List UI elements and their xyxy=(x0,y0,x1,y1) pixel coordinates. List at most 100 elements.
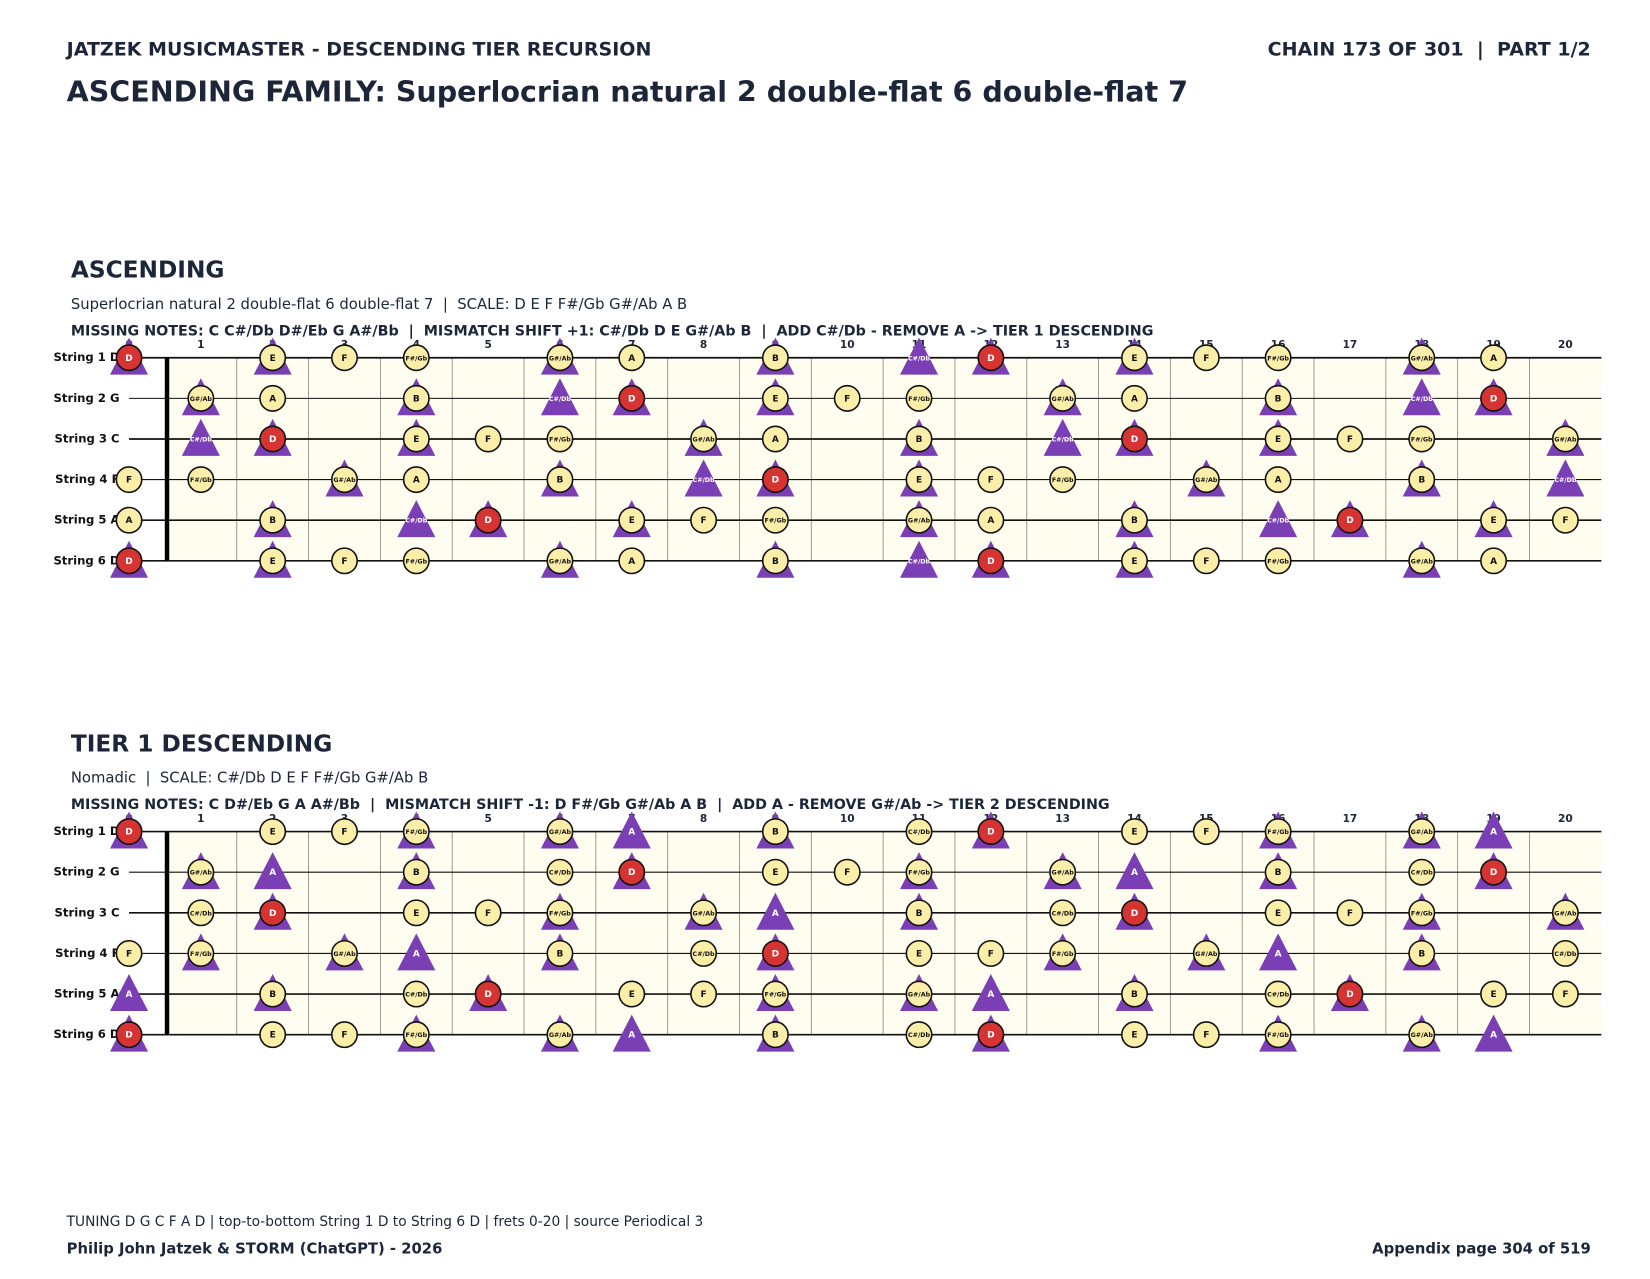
note-label: C#/Db xyxy=(1267,992,1290,999)
triangle-marker xyxy=(756,892,795,930)
note-circle xyxy=(402,899,430,927)
note-label: D xyxy=(772,476,779,486)
note-label: F xyxy=(701,516,707,526)
note-circle xyxy=(761,384,789,412)
note-circle xyxy=(331,818,358,846)
note-label: E xyxy=(1131,354,1137,364)
note-label: C#/Db xyxy=(908,558,931,565)
note-label: F xyxy=(341,354,347,364)
note-circle xyxy=(331,1021,358,1049)
note-circle xyxy=(1120,980,1148,1008)
note-label: F#/Gb xyxy=(405,355,427,362)
note-label: D xyxy=(1490,394,1497,404)
page-title: ASCENDING FAMILY: Superlocrian natural 2… xyxy=(67,74,1188,108)
root-note xyxy=(977,1021,1005,1049)
note-label: G#/Ab xyxy=(333,477,356,484)
note-label: G#/Ab xyxy=(549,355,572,362)
note-circle xyxy=(402,425,430,453)
string-label: String 3 C xyxy=(55,431,120,445)
note-label: G#/Ab xyxy=(1052,870,1075,877)
fret-number: 8 xyxy=(700,813,707,825)
root-note xyxy=(1336,506,1364,534)
string-label: String 3 C xyxy=(55,905,120,919)
triangle-marker xyxy=(397,933,436,971)
note-label: F#/Gb xyxy=(405,1032,427,1039)
note-label: B xyxy=(1131,516,1138,526)
note-label: A xyxy=(1490,1031,1497,1041)
note-label: F#/Gb xyxy=(1267,355,1289,362)
note-label: F xyxy=(126,476,132,486)
note-label: C#/Db xyxy=(190,436,213,443)
string-label: String 2 G xyxy=(54,391,120,405)
note-label: E xyxy=(413,435,419,445)
note-circle xyxy=(1049,384,1077,412)
note-label: D xyxy=(1131,435,1138,445)
note-label: F xyxy=(1203,354,1209,364)
string-label: String 1 D xyxy=(53,350,119,364)
note-label: F xyxy=(1347,435,1353,445)
header-left: JATZEK MUSICMASTER - DESCENDING TIER REC… xyxy=(65,38,652,60)
note-label: F xyxy=(844,868,850,878)
note-circle xyxy=(115,506,143,534)
note-circle xyxy=(761,506,789,534)
note-label: B xyxy=(557,476,564,486)
note-circle xyxy=(187,899,215,927)
note-label: G#/Ab xyxy=(1554,910,1577,917)
note-circle xyxy=(331,547,358,575)
triangle-marker xyxy=(1259,500,1298,538)
note-circle xyxy=(259,1021,287,1049)
note-circle xyxy=(1264,547,1292,575)
note-label: G#/Ab xyxy=(1411,1032,1434,1039)
note-label: F#/Gb xyxy=(1052,477,1074,484)
note-circle xyxy=(905,939,933,967)
root-note xyxy=(115,818,143,846)
note-label: E xyxy=(413,909,419,919)
note-circle xyxy=(546,939,574,967)
note-label: E xyxy=(1275,909,1281,919)
note-circle xyxy=(402,344,430,372)
note-circle xyxy=(761,818,789,846)
note-label: F xyxy=(341,828,347,838)
root-note xyxy=(474,980,502,1008)
note-circle xyxy=(618,547,646,575)
note-circle xyxy=(761,858,789,886)
triangle-marker xyxy=(540,378,579,416)
fret-number: 5 xyxy=(484,813,491,825)
note-label: D xyxy=(484,516,491,526)
note-label: G#/Ab xyxy=(1554,436,1577,443)
note-circle xyxy=(1408,858,1436,886)
note-label: A xyxy=(269,868,276,878)
note-circle xyxy=(905,899,933,927)
note-label: B xyxy=(557,949,564,959)
note-circle xyxy=(187,384,215,412)
note-circle xyxy=(1192,939,1220,967)
missing-line: MISSING NOTES: C D#/Eb G A A#/Bb | MISMA… xyxy=(71,797,1110,813)
note-label: F xyxy=(1562,990,1568,1000)
note-label: C#/Db xyxy=(405,992,428,999)
footer-credit: Philip John Jatzek & STORM (ChatGPT) - 2… xyxy=(67,1240,443,1257)
note-label: F xyxy=(701,990,707,1000)
note-label: C#/Db xyxy=(190,910,213,917)
note-label: F xyxy=(485,435,491,445)
note-label: C#/Db xyxy=(405,518,428,525)
note-circle xyxy=(1120,818,1148,846)
note-label: F#/Gb xyxy=(1411,436,1433,443)
note-circle xyxy=(1480,506,1508,534)
note-label: F xyxy=(988,476,994,486)
note-label: D xyxy=(772,949,779,959)
note-circle xyxy=(905,980,933,1008)
note-label: C#/Db xyxy=(908,355,931,362)
note-label: G#/Ab xyxy=(692,436,715,443)
note-circle xyxy=(1551,506,1579,534)
note-label: E xyxy=(1131,1031,1137,1041)
note-label: D xyxy=(1346,516,1353,526)
fret-number: 8 xyxy=(700,339,707,351)
note-label: D xyxy=(125,557,132,567)
note-circle xyxy=(1192,547,1220,575)
root-note xyxy=(977,547,1005,575)
scale-line: Superlocrian natural 2 double-flat 6 dou… xyxy=(71,296,687,313)
note-circle xyxy=(1408,344,1436,372)
note-circle xyxy=(402,466,430,494)
root-note xyxy=(1120,425,1148,453)
